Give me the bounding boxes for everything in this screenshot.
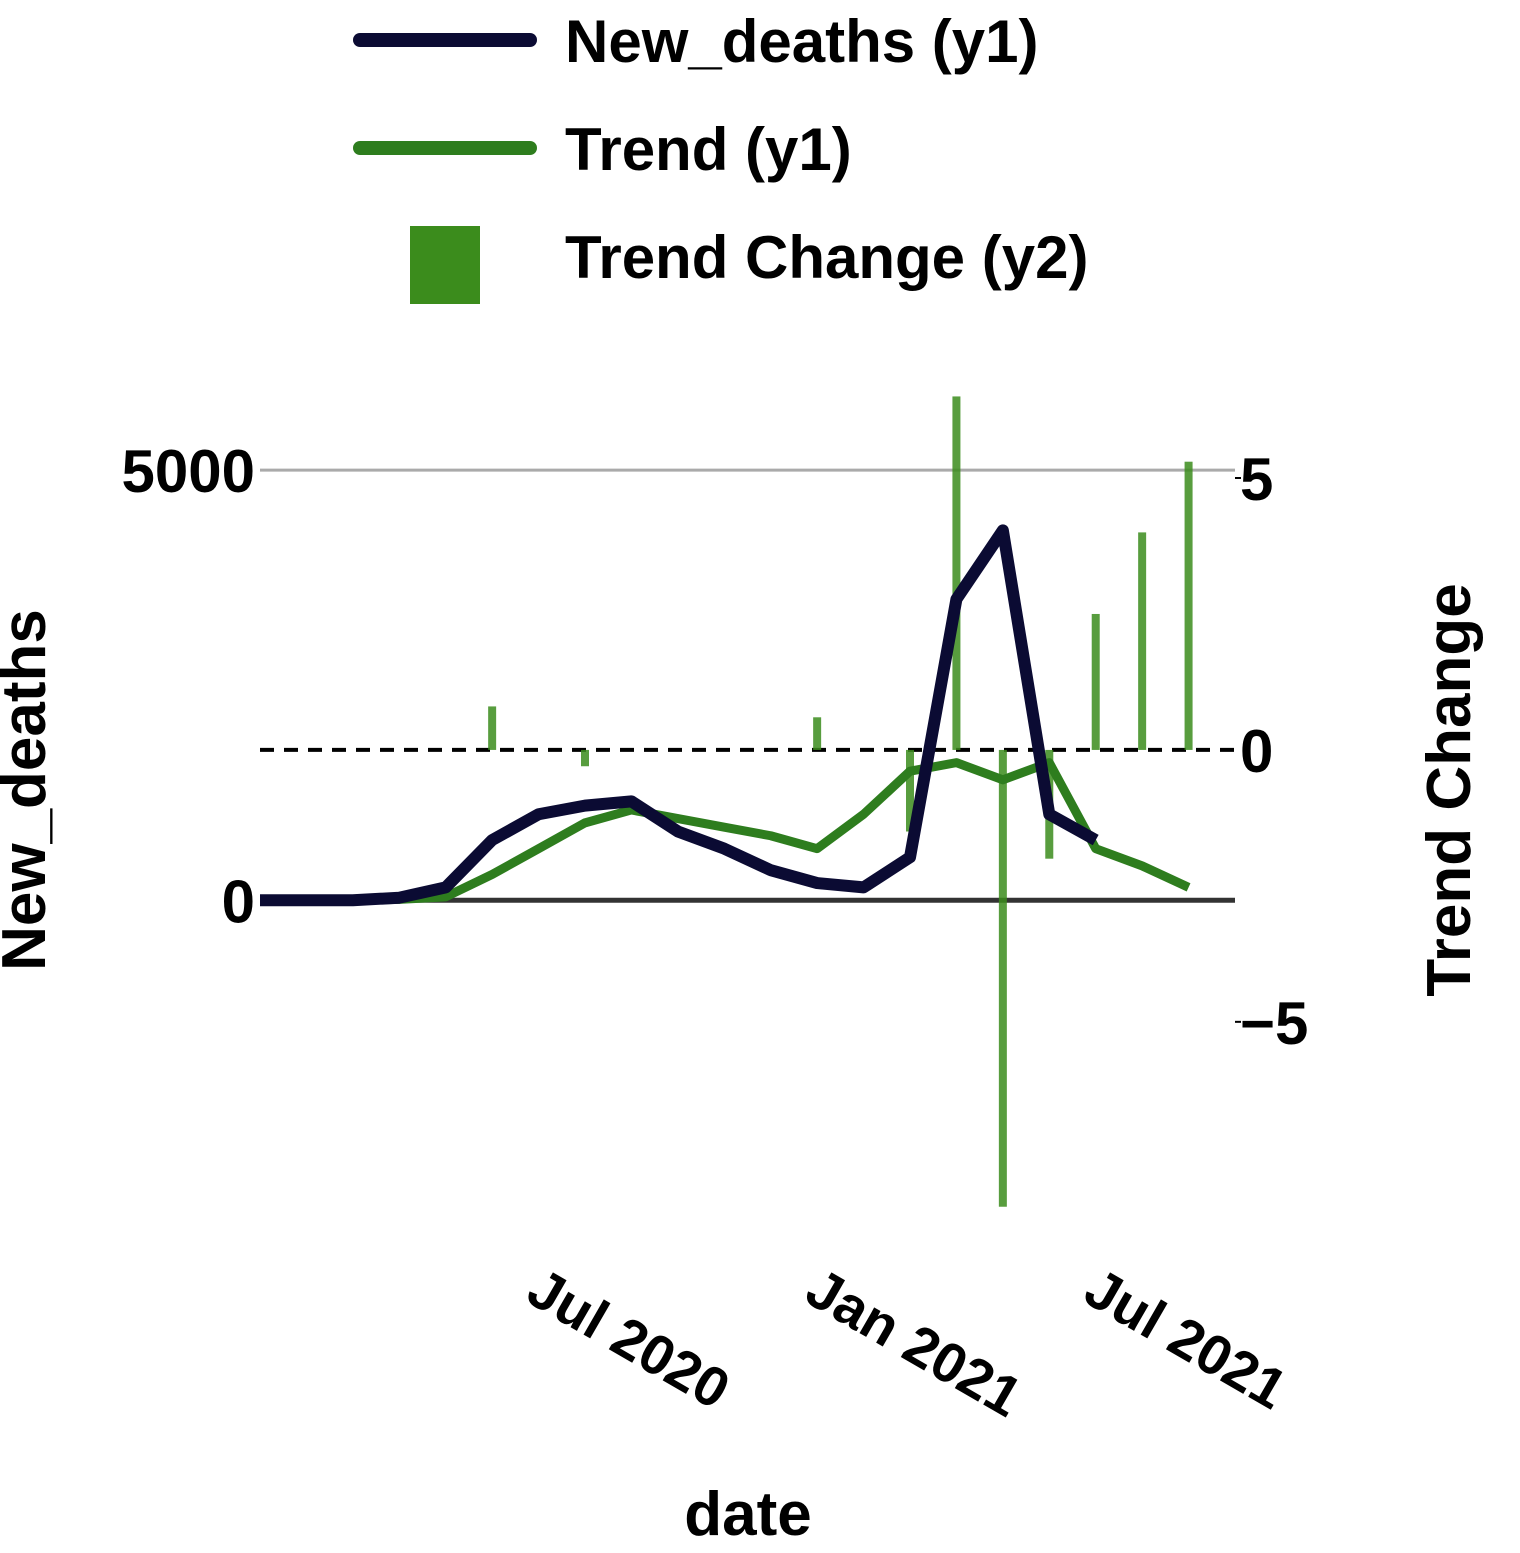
legend-label: New_deaths (y1) xyxy=(565,8,1039,75)
bar xyxy=(581,749,589,767)
x-axis-label: date xyxy=(684,1480,811,1548)
legend-swatch xyxy=(410,226,480,304)
bar xyxy=(1091,613,1100,750)
bar xyxy=(998,749,1007,1207)
y-axis-label: New_deaths xyxy=(0,609,59,971)
x-tick-label: Jul 2020 xyxy=(518,1256,741,1421)
bar xyxy=(952,396,961,750)
y2-tick-label: 5 xyxy=(1240,446,1273,513)
y2-tick-label: −5 xyxy=(1240,990,1308,1057)
bar xyxy=(1184,461,1193,750)
y-tick-label: 5000 xyxy=(122,438,255,505)
y2-tick-label: 0 xyxy=(1240,718,1273,785)
bar xyxy=(1138,532,1147,750)
legend-label: Trend (y1) xyxy=(565,116,852,183)
y2-axis-label: Trend Change xyxy=(1415,583,1484,996)
bar xyxy=(906,749,914,832)
y-tick-label: 0 xyxy=(222,868,255,935)
line xyxy=(260,524,1099,907)
legend-label: Trend Change (y2) xyxy=(565,224,1088,291)
bar xyxy=(813,717,822,750)
bar xyxy=(488,706,497,750)
x-tick-label: Jul 2021 xyxy=(1075,1256,1298,1421)
x-tick-label: Jan 2021 xyxy=(796,1256,1032,1429)
